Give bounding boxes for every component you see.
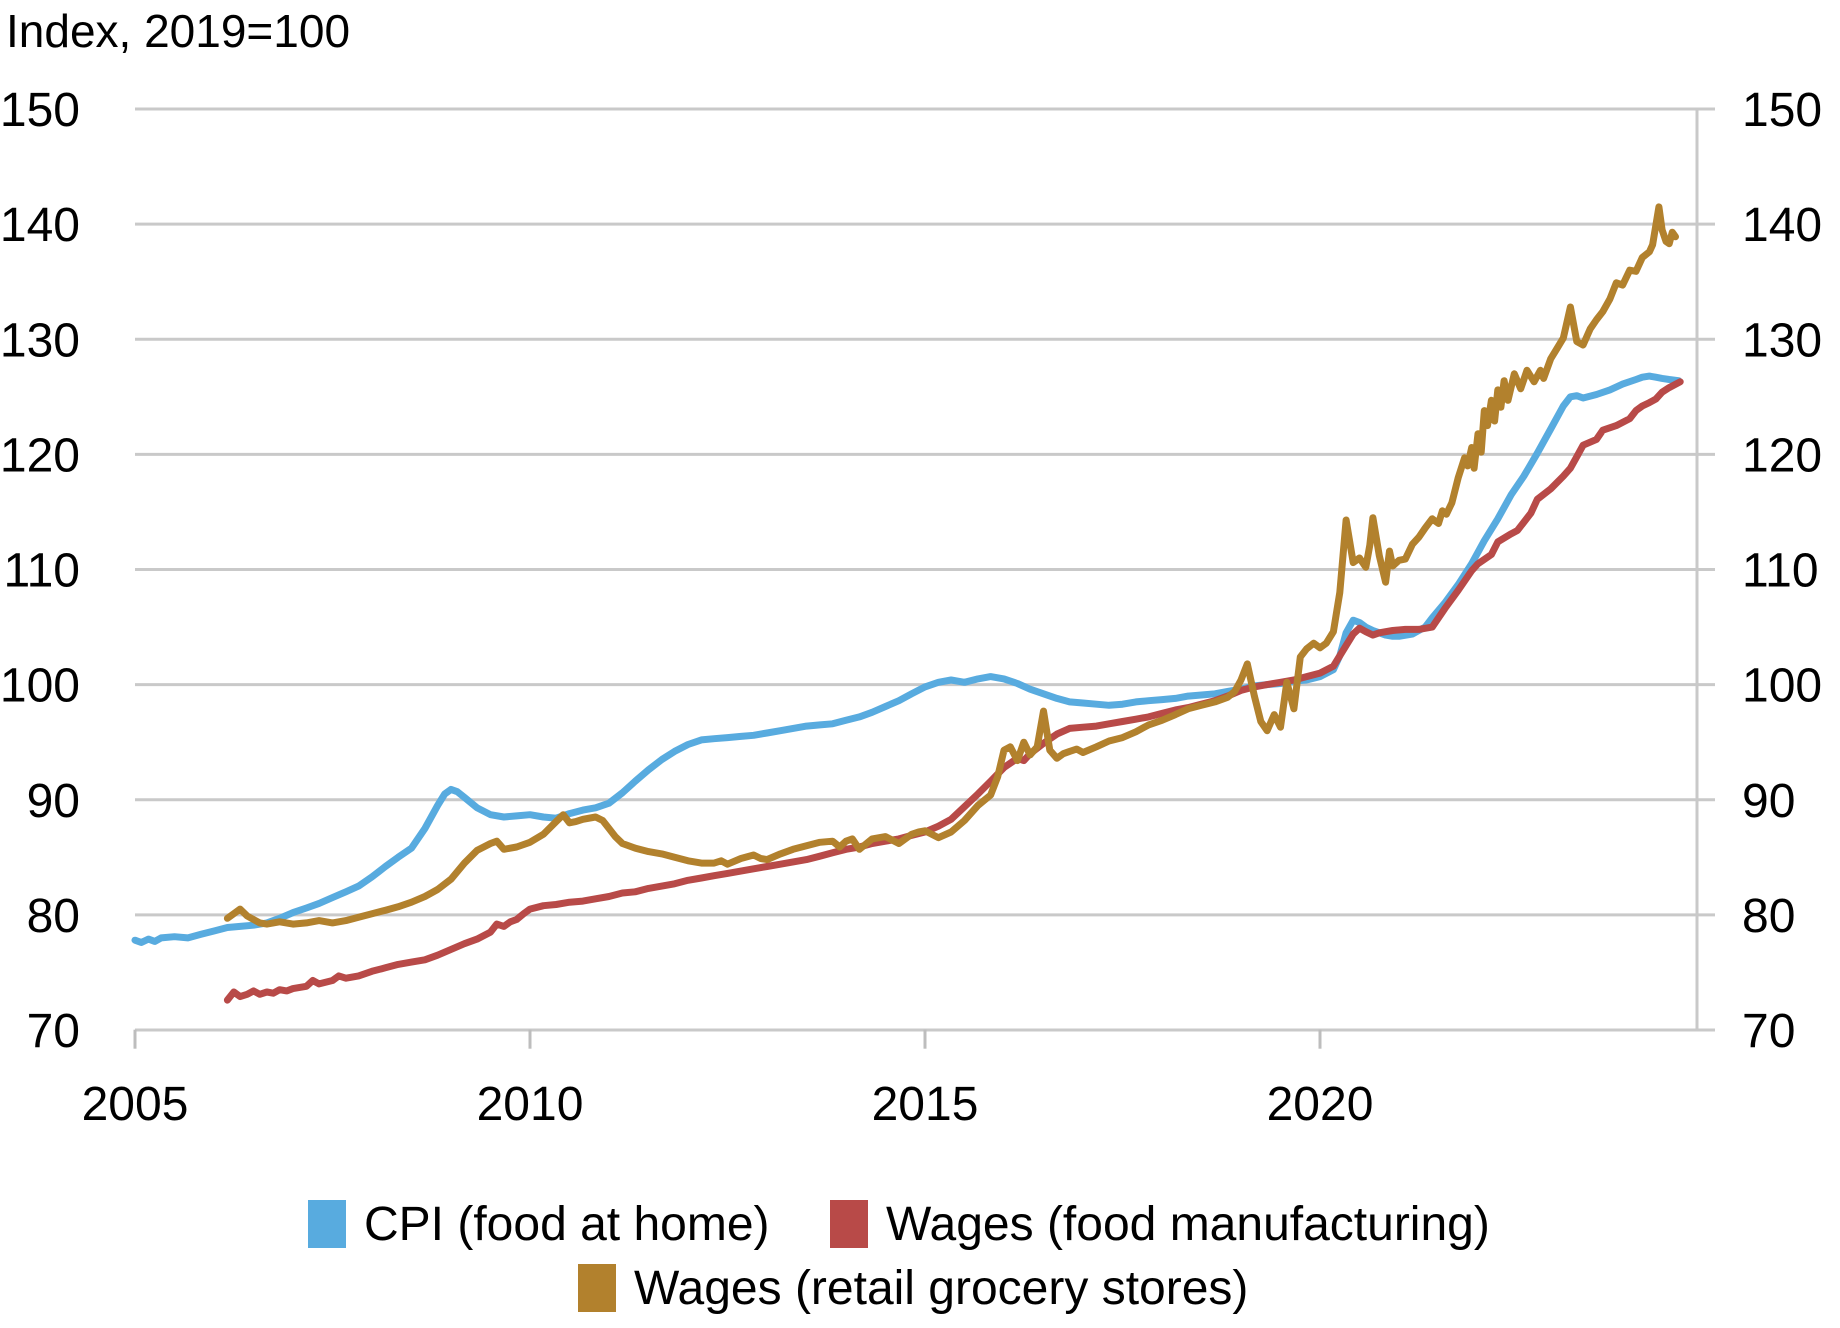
y-axis-label-right-130: 130 bbox=[1742, 314, 1822, 367]
y-axis-label-left-100: 100 bbox=[0, 660, 80, 713]
y-axis-label-right-80: 80 bbox=[1742, 890, 1795, 943]
y-axis-label-right-110: 110 bbox=[1742, 545, 1819, 598]
y-axis-label-right-90: 90 bbox=[1742, 775, 1795, 828]
y-axis-label-left-140: 140 bbox=[0, 199, 80, 252]
legend-label-wages-food-mfg: Wages (food manufacturing) bbox=[886, 1197, 1490, 1251]
series-line-cpi-food-at-home bbox=[131, 372, 1683, 946]
y-axis-label-left-90: 90 bbox=[27, 775, 80, 828]
legend-label-wages-retail-grocery: Wages (retail grocery stores) bbox=[634, 1261, 1249, 1315]
legend-swatch-wages-retail-grocery-icon bbox=[578, 1264, 616, 1312]
y-axis-label-right-120: 120 bbox=[1742, 429, 1822, 482]
y-axis-label-right-150: 150 bbox=[1742, 84, 1822, 137]
x-axis-label-2005: 2005 bbox=[82, 1078, 189, 1131]
legend-swatch-wages-food-mfg-icon bbox=[830, 1200, 868, 1248]
y-axis-label-left-150: 150 bbox=[0, 84, 80, 137]
chart-title: Index, 2019=100 bbox=[6, 5, 351, 57]
legend-item-wages-retail-grocery: Wages (retail grocery stores) bbox=[578, 1260, 1248, 1316]
line-chart-canvas: 150 140 130 120 110 100 90 80 70 150 140 130 120 110 1… bbox=[0, 84, 1822, 1131]
y-axis-label-left-80: 80 bbox=[27, 890, 80, 943]
y-axis-label-left-110: 110 bbox=[3, 545, 80, 598]
legend-label-cpi: CPI (food at home) bbox=[364, 1197, 770, 1251]
x-axis-label-2010: 2010 bbox=[477, 1078, 584, 1131]
y-axis-label-left-120: 120 bbox=[0, 429, 80, 482]
y-axis-label-left-130: 130 bbox=[0, 314, 80, 367]
y-axis-label-right-100: 100 bbox=[1742, 660, 1822, 713]
legend-item-cpi-food-at-home: CPI (food at home) bbox=[308, 1196, 770, 1252]
y-axis-label-right-70: 70 bbox=[1742, 1005, 1795, 1058]
y-axis-label-left-70: 70 bbox=[27, 1005, 80, 1058]
x-axis-label-2020: 2020 bbox=[1267, 1078, 1374, 1131]
y-axis-label-right-140: 140 bbox=[1742, 199, 1822, 252]
x-axis-label-2015: 2015 bbox=[872, 1078, 979, 1131]
chart-legend: CPI (food at home) Wages (food manufactu… bbox=[0, 1196, 1840, 1328]
legend-item-wages-food-manufacturing: Wages (food manufacturing) bbox=[830, 1196, 1490, 1252]
series-line-wages-retail-grocery-stores bbox=[223, 203, 1679, 928]
series-line-wages-food-manufacturing bbox=[223, 378, 1684, 1004]
legend-swatch-cpi-icon bbox=[308, 1200, 346, 1248]
